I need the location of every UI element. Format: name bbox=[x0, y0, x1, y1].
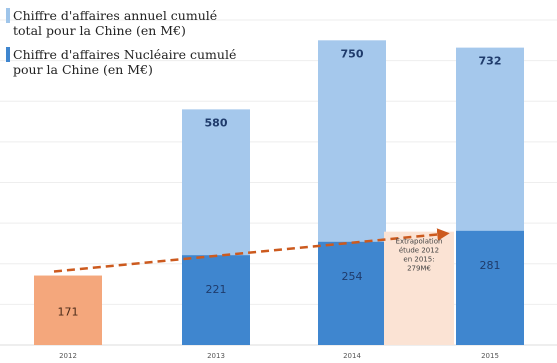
legend-item-nuclear: Chiffre d'affaires Nucléaire cumulé pour… bbox=[6, 47, 246, 77]
trend-line-dashed bbox=[53, 228, 450, 273]
bar-highlight-2012 bbox=[34, 275, 102, 345]
extrapolation-text-line: étude 2012 bbox=[399, 247, 439, 255]
value-labels: 171 580 221 750 254 732 281 Extrapolationétude … bbox=[58, 47, 502, 318]
data-label-nuclear-2012: 171 bbox=[58, 306, 79, 319]
bar-nuclear-2014 bbox=[318, 241, 386, 345]
gridlines bbox=[0, 19, 557, 346]
bars bbox=[34, 40, 524, 345]
data-label-total-2013: 580 bbox=[205, 116, 228, 129]
bar-nuclear-2015 bbox=[456, 230, 524, 345]
x-tick-label-2013: 2013 bbox=[207, 352, 225, 360]
extrapolation-text-line: Extrapolation bbox=[396, 238, 443, 246]
extrapolation-text-line: 279M€ bbox=[407, 265, 431, 273]
data-label-nuclear-2014: 254 bbox=[342, 270, 363, 283]
x-tick-label-2012: 2012 bbox=[59, 352, 77, 360]
x-axis-tick-labels: 2012 2013 2014 2015 bbox=[59, 352, 499, 360]
data-label-nuclear-2015: 281 bbox=[480, 259, 501, 272]
x-tick-label-2014: 2014 bbox=[343, 352, 361, 360]
legend-item-total: Chiffre d'affaires annuel cumulé total p… bbox=[6, 8, 246, 38]
legend-label-total: Chiffre d'affaires annuel cumulé total p… bbox=[13, 8, 218, 38]
extrapolation-box bbox=[384, 231, 454, 345]
bar-nuclear-2013 bbox=[182, 255, 250, 345]
legend-label-nuclear: Chiffre d'affaires Nucléaire cumulé pour… bbox=[13, 47, 237, 77]
data-label-total-2014: 750 bbox=[341, 47, 364, 60]
trend-line bbox=[53, 228, 450, 273]
extrapolation-text-line: en 2015: bbox=[403, 256, 434, 264]
data-label-nuclear-2013: 221 bbox=[206, 283, 227, 296]
data-label-total-2015: 732 bbox=[479, 55, 502, 68]
x-tick-label-2015: 2015 bbox=[481, 352, 499, 360]
legend-swatch-nuclear bbox=[6, 47, 10, 62]
chart-legend: Chiffre d'affaires annuel cumulé total p… bbox=[6, 8, 246, 86]
legend-swatch-total bbox=[6, 8, 10, 23]
